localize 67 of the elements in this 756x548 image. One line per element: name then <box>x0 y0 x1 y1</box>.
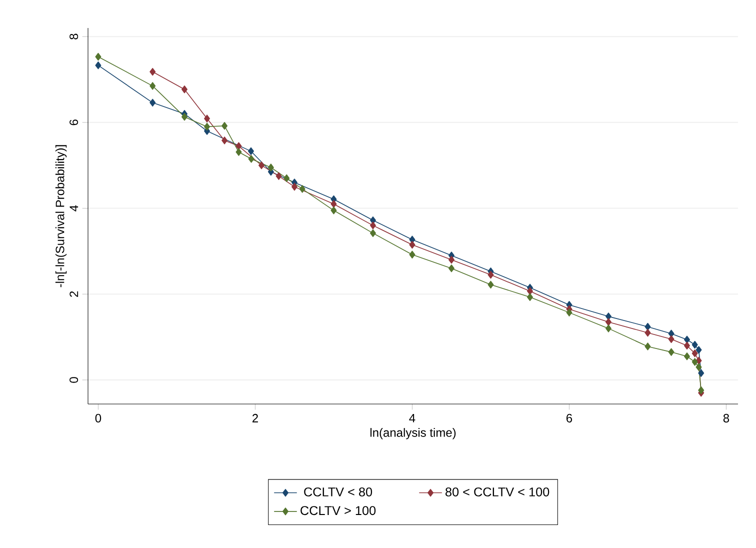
point <box>291 182 298 191</box>
point <box>299 185 306 193</box>
point <box>605 318 612 326</box>
point <box>696 346 702 354</box>
point <box>330 206 337 214</box>
point <box>150 82 156 90</box>
point <box>222 122 228 130</box>
point <box>95 61 102 70</box>
point <box>698 369 704 377</box>
point <box>370 222 376 230</box>
point <box>684 342 690 350</box>
x-tick-label: 6 <box>566 414 572 422</box>
point <box>526 287 533 295</box>
point <box>204 114 210 122</box>
x-axis-title: ln(analysis time) <box>370 428 456 440</box>
point <box>284 174 290 182</box>
y-tick-label: 6 <box>70 120 78 126</box>
y-tick-label: 8 <box>70 34 78 40</box>
point <box>150 98 156 107</box>
point <box>95 52 102 61</box>
y-axis-title: -ln[-ln(Survival Probability)] <box>55 145 67 288</box>
point <box>488 270 494 279</box>
point <box>448 264 454 272</box>
point <box>488 280 494 289</box>
point <box>258 161 264 170</box>
point <box>692 358 698 366</box>
point <box>181 112 188 121</box>
point <box>668 335 674 344</box>
y-tick-label: 4 <box>70 205 78 212</box>
x-tick-label: 2 <box>252 414 258 422</box>
point <box>181 86 188 94</box>
point <box>696 363 702 371</box>
point <box>605 324 612 332</box>
point <box>409 240 416 249</box>
point <box>204 122 210 131</box>
y-tick-label: 0 <box>70 377 78 383</box>
point <box>236 142 242 150</box>
point <box>668 348 674 356</box>
point <box>644 328 651 337</box>
point <box>644 342 651 350</box>
point <box>276 172 282 180</box>
point <box>644 322 651 331</box>
point <box>248 155 254 163</box>
point <box>248 147 254 156</box>
point <box>409 250 416 258</box>
y-tick-label: 2 <box>70 291 78 297</box>
legend-label: CCLTV > 100 <box>300 506 376 516</box>
point <box>698 386 704 394</box>
point <box>692 349 698 358</box>
legend-label: CCLTV < 80 <box>304 487 372 496</box>
point <box>684 336 690 344</box>
point <box>684 352 690 360</box>
point <box>370 229 376 238</box>
point <box>236 148 242 156</box>
point <box>526 293 533 301</box>
point <box>150 68 156 76</box>
x-tick-label: 8 <box>723 414 730 422</box>
x-tick-label: 4 <box>409 414 416 422</box>
legend-label: 80 < CCLTV < 100 <box>446 487 550 496</box>
point <box>330 200 337 208</box>
point <box>692 340 698 349</box>
x-tick-label: 0 <box>95 414 102 422</box>
point <box>668 330 674 338</box>
point <box>448 256 454 264</box>
point <box>566 308 572 316</box>
point <box>222 136 228 144</box>
point <box>268 164 274 172</box>
